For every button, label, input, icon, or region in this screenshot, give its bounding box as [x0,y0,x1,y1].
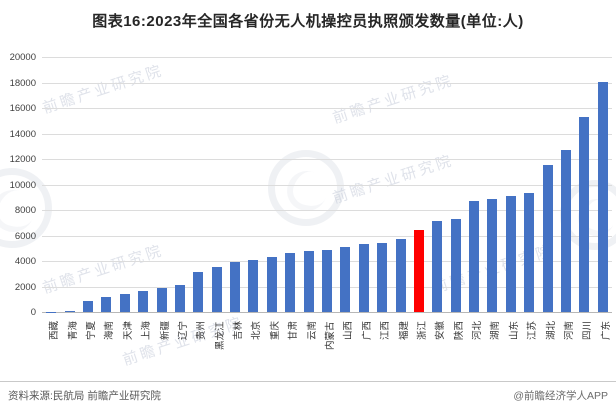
x-axis-label-青海: 青海 [67,320,79,340]
x-axis-label-天津: 天津 [122,320,134,340]
brand-note: @前瞻经济学人APP [513,390,608,402]
gridline-8000 [42,210,612,211]
bar-吉林 [230,261,241,312]
bar-上海 [138,290,149,312]
y-axis-tick-label: 6000 [14,230,36,242]
x-axis-label-广东: 广东 [600,320,612,340]
bar-北京 [248,259,259,312]
y-axis-tick-label: 10000 [9,179,36,191]
bar-四川 [579,116,590,312]
x-axis-label-吉林: 吉林 [233,320,245,340]
bar-宁夏 [82,300,93,312]
x-axis-label-山西: 山西 [343,320,355,340]
y-axis-tick-label: 14000 [9,128,36,140]
x-axis-label-福建: 福建 [398,320,410,340]
x-axis-label-西藏: 西藏 [49,320,61,340]
footer-divider [0,381,616,382]
chart-title: 图表16:2023年全国各省份无人机操控员执照颁发数量(单位:人) [92,13,524,30]
watermark-text: 前瞻产业研究院 [330,71,456,128]
bar-河北 [469,201,480,312]
x-axis-label-山东: 山东 [508,320,520,340]
gridline-12000 [42,159,612,160]
bar-西藏 [46,311,57,312]
bar-山西 [340,246,351,312]
gridline-14000 [42,133,612,135]
bar-陕西 [450,218,461,312]
x-axis-label-浙江: 浙江 [416,320,428,340]
bar-天津 [119,294,130,312]
y-axis-tick-label: 16000 [9,103,36,114]
bar-辽宁 [174,284,185,312]
watermark-text: 前瞻产业研究院 [40,241,166,298]
bar-青海 [64,310,75,312]
x-axis-label-江西: 江西 [380,320,392,340]
x-axis-label-新疆: 新疆 [159,320,171,340]
x-axis-label-河南: 河南 [564,320,576,340]
bar-甘肃 [285,252,296,312]
x-axis-label-湖南: 湖南 [490,320,502,340]
bar-黑龙江 [211,267,222,312]
x-axis-label-宁夏: 宁夏 [85,320,97,340]
watermark-text: 前瞻产业研究院 [330,151,456,208]
x-axis-label-广西: 广西 [361,320,373,340]
y-axis-tick-label: 4000 [14,256,36,267]
gridline-0 [42,312,612,313]
y-axis-tick-label: 2000 [14,281,36,293]
bar-海南 [101,297,112,312]
x-axis-label-北京: 北京 [251,320,263,340]
gridline-18000 [42,82,612,84]
bar-贵州 [193,272,204,312]
bar-重庆 [266,256,277,312]
y-axis-tick-label: 18000 [9,77,36,89]
source-note: 资料来源:民航局 前瞻产业研究院 [8,390,161,402]
bar-河南 [561,150,572,312]
gridline-6000 [42,235,612,237]
bar-新疆 [156,287,167,312]
x-axis-label-安徽: 安徽 [435,320,447,340]
gridline-16000 [42,108,612,109]
x-axis-label-河北: 河北 [472,320,484,340]
y-axis-tick-label: 8000 [14,205,36,216]
y-axis-tick-label: 0 [30,307,36,318]
x-axis-label-陕西: 陕西 [453,320,465,340]
x-axis-label-贵州: 贵州 [196,320,208,340]
x-axis-label-内蒙古: 内蒙古 [325,320,336,350]
x-axis-label-江苏: 江苏 [527,320,539,340]
bar-安徽 [432,221,443,312]
bar-山东 [505,195,516,312]
x-axis-label-甘肃: 甘肃 [288,320,300,340]
bar-湖北 [542,165,553,312]
y-axis-tick-label: 12000 [9,154,36,165]
x-axis-label-黑龙江: 黑龙江 [214,320,226,350]
x-axis-label-四川: 四川 [582,320,594,340]
bar-内蒙古 [322,249,332,312]
x-axis-label-上海: 上海 [141,320,153,340]
bar-云南 [303,251,314,312]
bar-湖南 [487,198,498,312]
qianzhan-logo-watermark [268,150,344,226]
watermark-text: 前瞻产业研究院 [120,313,246,370]
bar-福建 [395,239,406,312]
x-axis-label-重庆: 重庆 [269,320,281,340]
y-axis-tick-label: 20000 [9,52,36,63]
x-axis-label-云南: 云南 [306,320,318,340]
gridline-20000 [42,57,612,58]
x-axis-label-海南: 海南 [104,320,116,340]
bar-江苏 [524,192,535,312]
gridline-10000 [42,184,612,186]
bar-浙江-highlighted [413,230,424,312]
x-axis-label-辽宁: 辽宁 [177,320,189,340]
x-axis-label-湖北: 湖北 [545,320,557,340]
bar-广东 [597,81,608,312]
watermark-text: 前瞻产业研究院 [40,61,166,118]
bar-广西 [358,243,369,312]
bar-江西 [377,242,388,312]
